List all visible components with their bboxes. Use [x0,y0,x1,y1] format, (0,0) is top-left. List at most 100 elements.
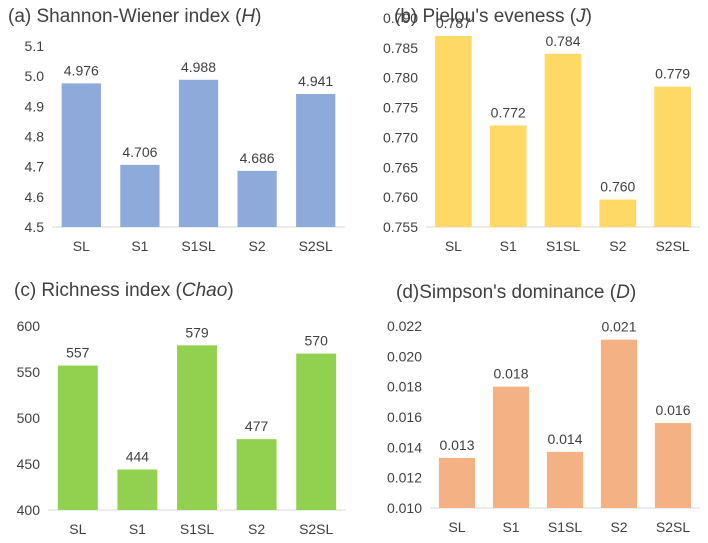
y-tick-label: 0.010 [387,500,422,516]
bar [492,386,530,508]
x-tick-label: S2SL [299,521,333,537]
bar [177,345,217,510]
bar [237,170,277,227]
y-tick-label: 0.775 [383,100,418,116]
title-suffix: ) [227,280,234,301]
data-label: 0.760 [600,179,635,195]
chart-panel-b: (b) Pielou's eveness (J) 0.755 0.760 0.765… [354,0,708,271]
x-tick-label: S1SL [180,521,214,537]
bar [117,469,158,510]
bar [296,353,337,510]
x-tick-label: S1SL [548,519,582,535]
y-tick-label: 400 [17,502,41,518]
x-tick-label: S2 [249,238,266,254]
y-tick-label: 4.5 [25,219,45,235]
title-prefix: (a) Shannon-Wiener index ( [8,6,242,27]
x-tick-label: S1SL [181,238,215,254]
chart-panel-c: (c) Richness index (Chao) 400 450 500 550 60… [0,272,354,543]
data-label: 557 [66,345,90,361]
chart-title-d: (d)Simpson's dominance (D) [396,282,636,304]
x-tick-label: S2SL [299,238,333,254]
y-tick-label: 4.9 [25,98,45,114]
y-tick-label: 0.790 [383,10,418,26]
bar [654,423,692,508]
chart-title-b: (b) Pielou's eveness (J) [394,6,592,28]
chart-title-a: (a) Shannon-Wiener index (H) [8,6,261,28]
bar [600,339,638,508]
data-label: 0.779 [655,66,690,82]
y-tick-label: 4.7 [25,159,45,175]
y-tick-label: 4.6 [25,189,45,205]
y-tick-label: 0.012 [387,470,422,486]
bar [296,93,336,227]
data-label: 0.787 [436,15,471,31]
chart-panel-d: (d)Simpson's dominance (D) 0.010 0.012 0.0… [354,272,708,543]
bar [544,53,582,228]
y-tick-label: 0.785 [383,40,418,56]
x-tick-label: S1 [129,521,146,537]
x-tick-label: SL [73,238,90,254]
data-label: 0.016 [655,402,690,418]
x-tick-label: S1 [500,238,517,254]
data-label: 0.018 [493,366,528,382]
bar-chart-d: 0.010 0.012 0.014 0.016 0.018 0.020 0.022 0.013… [387,318,700,535]
y-tick-label: 4.8 [25,129,45,145]
y-tick-label: 0.022 [387,318,422,334]
bar [120,164,160,227]
x-tick-label: S1 [502,519,519,535]
data-label: 0.784 [545,33,580,49]
title-symbol: D [616,282,630,303]
y-tick-label: 0.016 [387,409,422,425]
data-label: 4.988 [181,59,216,75]
data-label: 0.772 [491,104,526,120]
bar [435,35,472,227]
y-tick-label: 0.014 [387,439,422,455]
x-tick-label: S2 [248,521,265,537]
data-label: 579 [185,324,209,340]
y-tick-label: 0.020 [387,348,422,364]
bar [546,451,584,508]
data-label: 4.941 [298,73,333,89]
bar-chart-a: 4.5 4.6 4.7 4.8 4.9 5.0 5.1 4.976 SL 4.706 S1 4.988… [25,38,345,254]
title-prefix: (d)Simpson's dominance ( [396,282,617,303]
chart-panel-a: (a) Shannon-Wiener index (H) 4.5 4.6 4.7 4.… [0,0,354,271]
x-tick-label: S1 [131,238,148,254]
data-label: 0.013 [439,437,474,453]
data-label: 0.021 [601,319,636,335]
y-tick-label: 5.1 [25,38,45,54]
bar [599,199,637,227]
y-tick-label: 500 [17,410,41,426]
x-tick-label: S1SL [546,238,580,254]
title-prefix: (b) Pielou's eveness ( [394,6,577,27]
title-suffix: ) [585,6,592,27]
y-tick-label: 0.765 [383,159,418,175]
y-tick-label: 450 [17,456,41,472]
title-suffix: ) [629,282,637,303]
data-label: 444 [126,449,150,465]
data-label: 4.706 [122,144,157,160]
bar [236,439,277,510]
x-tick-label: SL [448,519,465,535]
y-tick-label: 600 [17,318,41,334]
y-tick-label: 5.0 [25,68,45,84]
x-tick-label: S2 [609,238,626,254]
data-label: 0.014 [547,431,582,447]
data-label: 4.976 [64,62,99,78]
chart-title-c: (c) Richness index (Chao) [14,280,234,302]
bar-chart-c: 400 450 500 550 600 557 SL 444 S1 579 S1SL 477 S2 570… [17,318,346,537]
x-tick-label: SL [445,238,462,254]
bar [438,457,476,508]
bar-chart-b: 0.755 0.760 0.765 0.770 0.775 0.780 0.785 0.790… [383,10,700,254]
x-tick-label: S2 [610,519,627,535]
x-tick-label: SL [69,521,86,537]
bar [61,83,101,227]
title-suffix: ) [255,6,262,27]
y-tick-label: 0.755 [383,219,418,235]
y-tick-label: 0.760 [383,189,418,205]
y-tick-label: 0.018 [387,379,422,395]
y-tick-label: 0.770 [383,129,418,145]
y-tick-label: 0.780 [383,70,418,86]
x-tick-label: S2SL [656,519,690,535]
x-tick-label: S2SL [655,238,689,254]
title-prefix: (c) Richness index ( [14,280,182,301]
